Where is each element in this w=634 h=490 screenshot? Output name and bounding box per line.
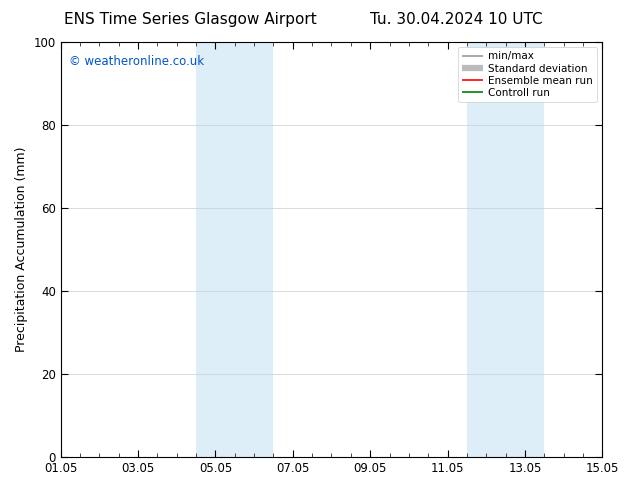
Text: ENS Time Series Glasgow Airport: ENS Time Series Glasgow Airport: [64, 12, 316, 27]
Bar: [196, 42, 273, 457]
Bar: [467, 42, 544, 457]
Text: © weatheronline.co.uk: © weatheronline.co.uk: [69, 54, 204, 68]
Text: Tu. 30.04.2024 10 UTC: Tu. 30.04.2024 10 UTC: [370, 12, 543, 27]
Y-axis label: Precipitation Accumulation (mm): Precipitation Accumulation (mm): [15, 147, 28, 352]
Legend: min/max, Standard deviation, Ensemble mean run, Controll run: min/max, Standard deviation, Ensemble me…: [458, 47, 597, 102]
